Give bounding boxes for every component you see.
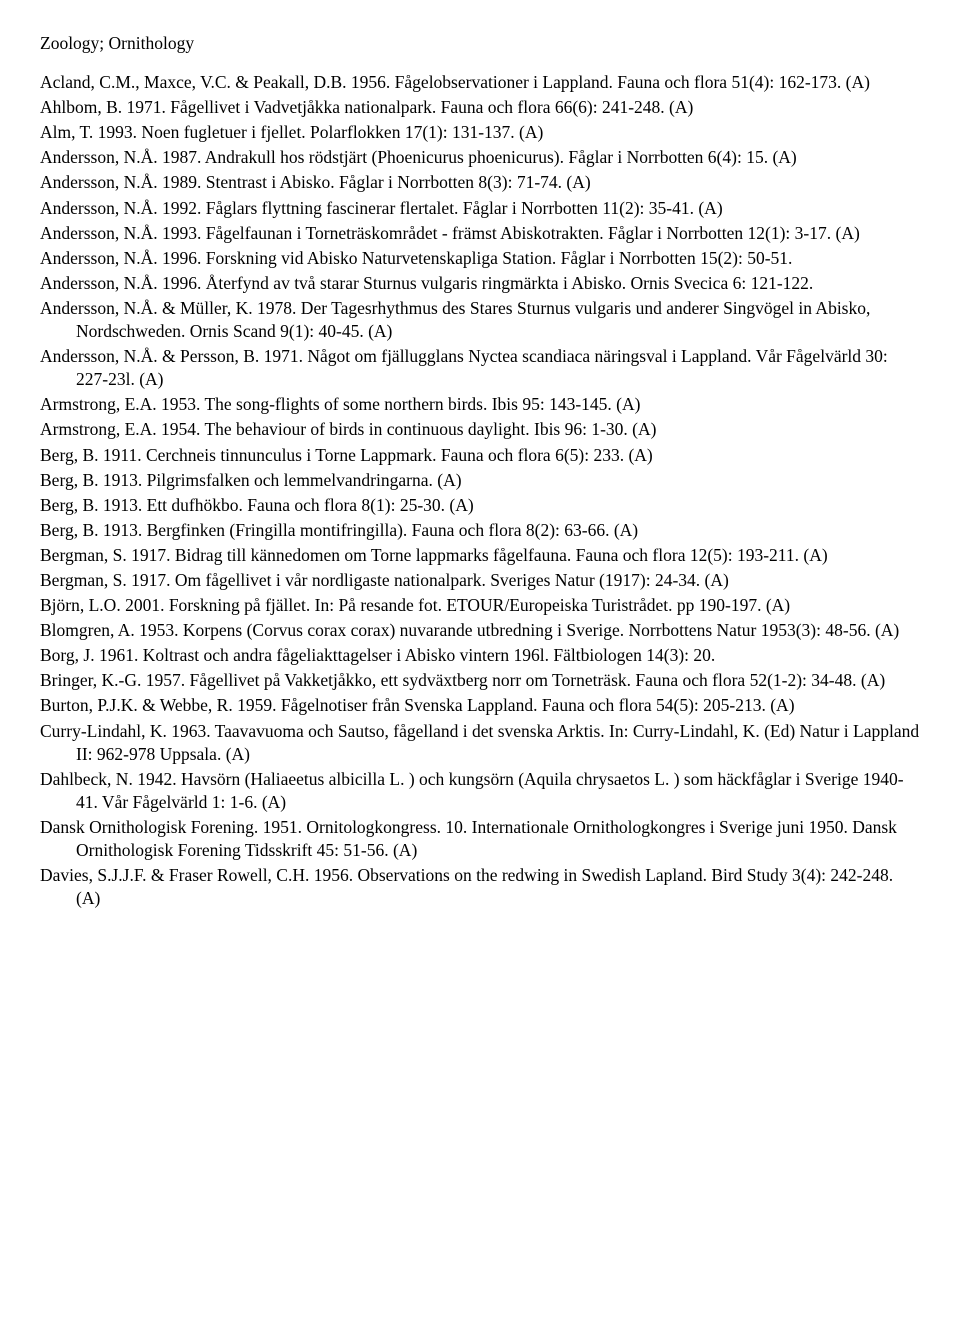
bibliography-entry: Armstrong, E.A. 1954. The behaviour of b…: [40, 418, 920, 441]
bibliography-entry: Andersson, N.Å. & Persson, B. 1971. Någo…: [40, 345, 920, 391]
bibliography-entry: Bringer, K.-G. 1957. Fågellivet på Vakke…: [40, 669, 920, 692]
bibliography-entry: Bergman, S. 1917. Bidrag till kännedomen…: [40, 544, 920, 567]
bibliography-entry: Andersson, N.Å. 1992. Fåglars flyttning …: [40, 197, 920, 220]
bibliography-entry: Davies, S.J.J.F. & Fraser Rowell, C.H. 1…: [40, 864, 920, 910]
bibliography-entry: Berg, B. 1913. Pilgrimsfalken och lemmel…: [40, 469, 920, 492]
bibliography-entry: Andersson, N.Å. 1989. Stentrast i Abisko…: [40, 171, 920, 194]
bibliography-entry: Bergman, S. 1917. Om fågellivet i vår no…: [40, 569, 920, 592]
bibliography-entry: Andersson, N.Å. & Müller, K. 1978. Der T…: [40, 297, 920, 343]
bibliography-entry: Alm, T. 1993. Noen fugletuer i fjellet. …: [40, 121, 920, 144]
bibliography-entry: Andersson, N.Å. 1993. Fågelfaunan i Torn…: [40, 222, 920, 245]
bibliography-list: Acland, C.M., Maxce, V.C. & Peakall, D.B…: [40, 71, 920, 910]
bibliography-entry: Andersson, N.Å. 1987. Andrakull hos röds…: [40, 146, 920, 169]
bibliography-entry: Dansk Ornithologisk Forening. 1951. Orni…: [40, 816, 920, 862]
bibliography-entry: Andersson, N.Å. 1996. Forskning vid Abis…: [40, 247, 920, 270]
bibliography-entry: Berg, B. 1913. Bergfinken (Fringilla mon…: [40, 519, 920, 542]
bibliography-entry: Acland, C.M., Maxce, V.C. & Peakall, D.B…: [40, 71, 920, 94]
bibliography-entry: Andersson, N.Å. 1996. Återfynd av två st…: [40, 272, 920, 295]
bibliography-entry: Berg, B. 1911. Cerchneis tinnunculus i T…: [40, 444, 920, 467]
bibliography-entry: Armstrong, E.A. 1953. The song-flights o…: [40, 393, 920, 416]
bibliography-entry: Borg, J. 1961. Koltrast och andra fågeli…: [40, 644, 920, 667]
section-heading: Zoology; Ornithology: [40, 32, 920, 55]
bibliography-entry: Dahlbeck, N. 1942. Havsörn (Haliaeetus a…: [40, 768, 920, 814]
bibliography-entry: Björn, L.O. 2001. Forskning på fjället. …: [40, 594, 920, 617]
bibliography-entry: Burton, P.J.K. & Webbe, R. 1959. Fågelno…: [40, 694, 920, 717]
bibliography-entry: Ahlbom, B. 1971. Fågellivet i Vadvetjåkk…: [40, 96, 920, 119]
bibliography-entry: Berg, B. 1913. Ett dufhökbo. Fauna och f…: [40, 494, 920, 517]
bibliography-entry: Curry-Lindahl, K. 1963. Taavavuoma och S…: [40, 720, 920, 766]
bibliography-entry: Blomgren, A. 1953. Korpens (Corvus corax…: [40, 619, 920, 642]
